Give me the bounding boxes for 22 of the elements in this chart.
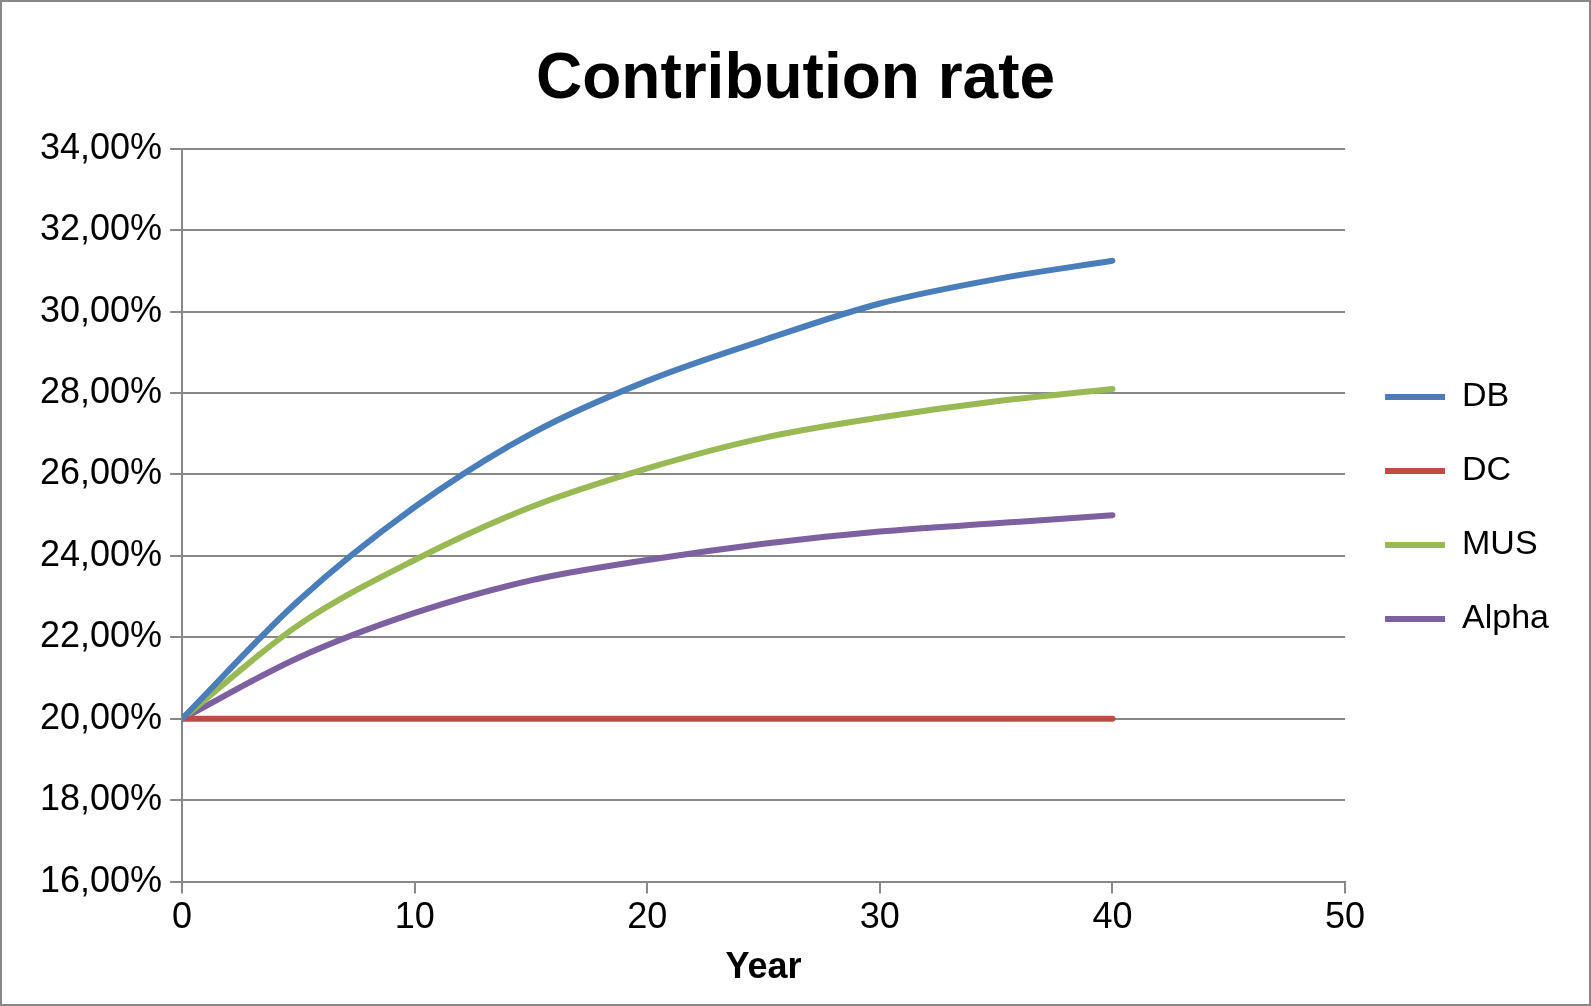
legend-label: Alpha (1462, 597, 1550, 636)
y-tick-label: 16,00% (39, 858, 163, 900)
y-tick-label: 18,00% (39, 777, 163, 819)
x-axis-title: Year (725, 945, 802, 987)
legend-label: MUS (1462, 523, 1538, 562)
y-tick-label: 26,00% (39, 451, 163, 493)
x-tick-label: 10 (394, 895, 435, 937)
y-tick-label: 32,00% (39, 207, 163, 249)
legend-label: DC (1462, 449, 1512, 488)
x-tick-label: 20 (627, 895, 668, 937)
y-tick-label: 20,00% (39, 695, 163, 737)
y-tick-label: 22,00% (39, 614, 163, 656)
x-tick-label: 0 (172, 895, 193, 937)
legend-label: DB (1462, 375, 1510, 414)
x-tick-label: 50 (1325, 895, 1366, 937)
x-tick-label: 30 (859, 895, 900, 937)
y-tick-label: 30,00% (39, 288, 163, 330)
y-tick-label: 28,00% (39, 369, 163, 411)
y-tick-label: 34,00% (39, 125, 163, 167)
chart-title: Contribution rate (535, 40, 1056, 113)
x-tick-label: 40 (1092, 895, 1133, 937)
y-tick-label: 24,00% (39, 532, 163, 574)
